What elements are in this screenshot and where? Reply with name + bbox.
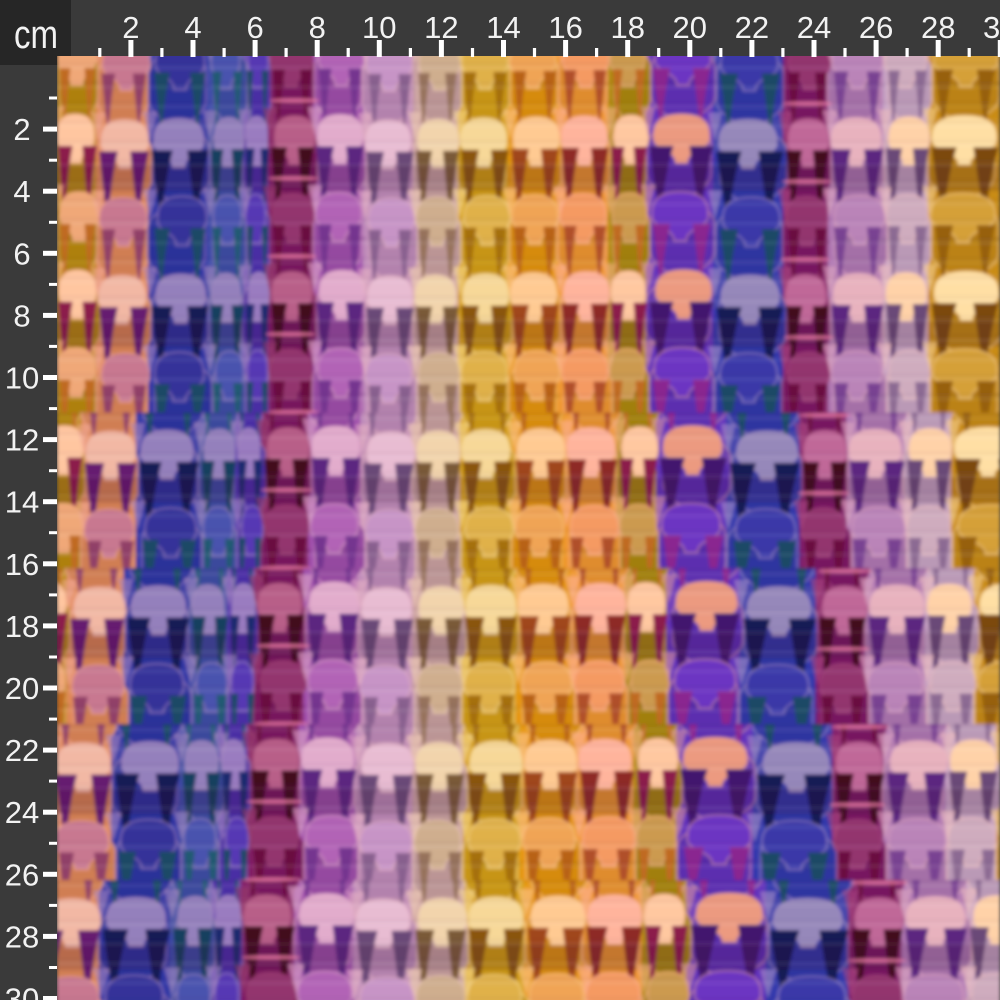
svg-text:28: 28 <box>5 919 39 954</box>
svg-text:18: 18 <box>610 10 644 45</box>
svg-text:12: 12 <box>424 10 458 45</box>
svg-text:6: 6 <box>246 10 263 45</box>
svg-text:26: 26 <box>5 857 39 892</box>
svg-text:2: 2 <box>122 10 139 45</box>
svg-text:14: 14 <box>486 10 520 45</box>
svg-text:24: 24 <box>797 10 831 45</box>
svg-text:30: 30 <box>5 982 39 1000</box>
svg-text:12: 12 <box>5 423 39 458</box>
svg-text:2: 2 <box>13 112 30 147</box>
svg-text:26: 26 <box>859 10 893 45</box>
svg-text:22: 22 <box>5 733 39 768</box>
svg-text:10: 10 <box>362 10 396 45</box>
svg-text:16: 16 <box>5 547 39 582</box>
svg-text:14: 14 <box>5 485 39 520</box>
svg-text:8: 8 <box>13 298 30 333</box>
svg-text:16: 16 <box>548 10 582 45</box>
svg-text:4: 4 <box>184 10 201 45</box>
svg-text:30: 30 <box>983 10 1000 45</box>
svg-text:18: 18 <box>5 609 39 644</box>
svg-text:4: 4 <box>13 174 30 209</box>
svg-text:28: 28 <box>921 10 955 45</box>
svg-text:8: 8 <box>309 10 326 45</box>
svg-text:24: 24 <box>5 795 39 830</box>
svg-text:20: 20 <box>5 671 39 706</box>
svg-text:20: 20 <box>673 10 707 45</box>
svg-text:22: 22 <box>735 10 769 45</box>
svg-text:10: 10 <box>5 361 39 396</box>
svg-text:6: 6 <box>13 236 30 271</box>
svg-text:cm: cm <box>14 13 58 57</box>
